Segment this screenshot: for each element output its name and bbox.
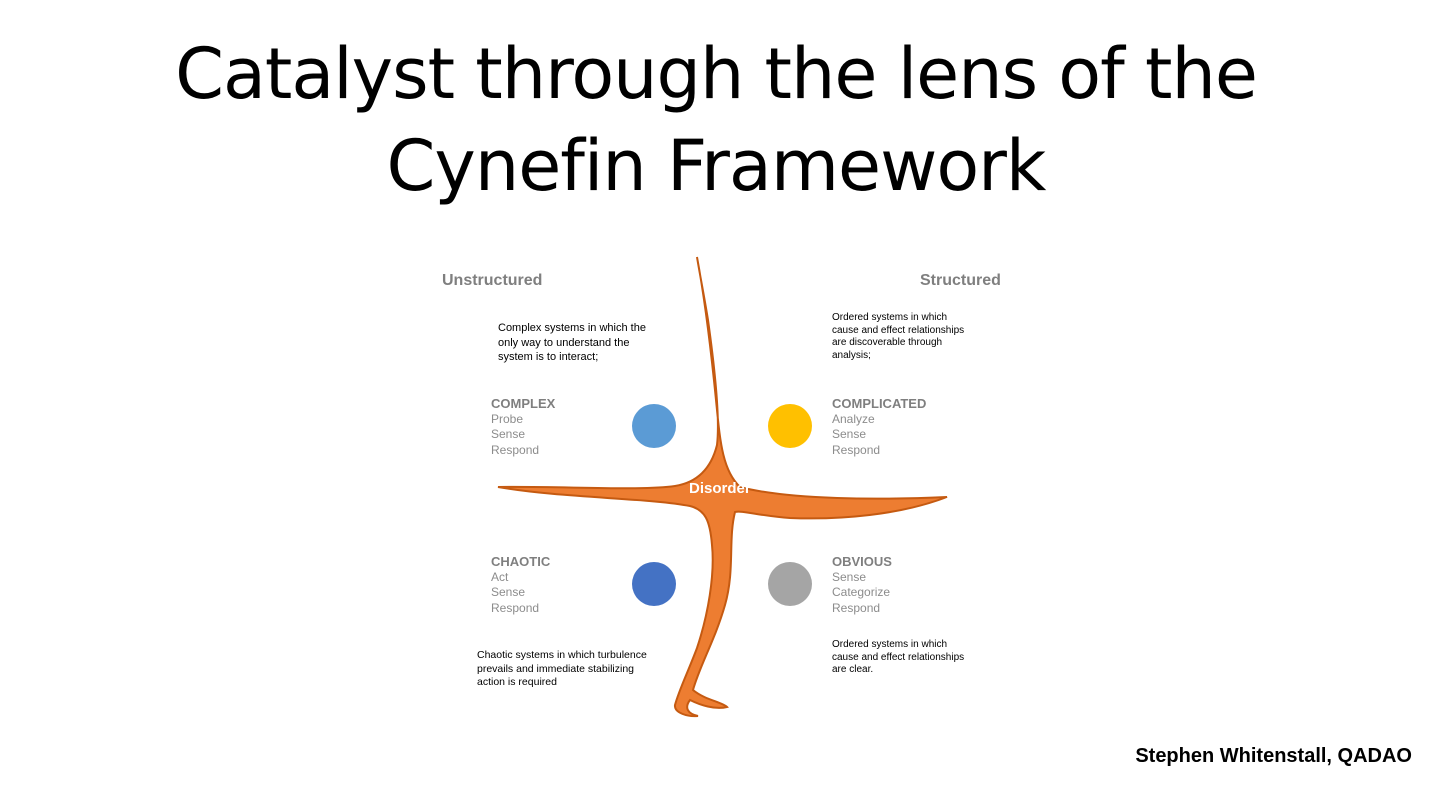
disorder-shape: [497, 256, 948, 718]
obvious-name: OBVIOUS: [832, 554, 892, 569]
disorder-label: Disorder: [689, 480, 751, 497]
obvious-step-2: Categorize: [832, 585, 891, 599]
obvious-step-3: Respond: [832, 600, 881, 615]
complex-dot: [632, 404, 676, 448]
author-credit: Stephen Whitenstall, QADAO: [1135, 745, 1412, 767]
chaotic-description: Chaotic systems in which turbulence prev…: [477, 649, 647, 688]
complicated-name: COMPLICATED: [832, 396, 927, 411]
title-line-1: Catalyst through the lens of the: [175, 33, 1258, 115]
complicated-step-2: Sense: [832, 427, 867, 441]
title-line-2: Cynefin Framework: [386, 125, 1047, 207]
obvious-step-1: Sense: [832, 569, 867, 584]
chaotic-name: CHAOTIC: [491, 554, 551, 569]
chaotic-dot: [632, 562, 676, 606]
complex-name: COMPLEX: [491, 396, 556, 411]
chaotic-step-3: Respond: [491, 600, 540, 615]
obvious-domain: OBVIOUS Sense Categorize Respond: [832, 554, 892, 616]
complex-step-3: Respond: [491, 442, 540, 457]
obvious-dot: [768, 562, 812, 606]
complex-domain: COMPLEX Probe Sense Respond: [491, 396, 555, 458]
complex-step-1: Probe: [491, 411, 524, 426]
chaotic-step-2: Sense: [491, 585, 526, 599]
slide-title: Catalyst through the lens of the Cynefin…: [0, 28, 1432, 212]
chaotic-step-1: Act: [491, 569, 509, 584]
complicated-dot: [768, 404, 812, 448]
complex-step-2: Sense: [491, 427, 526, 441]
axis-label-structured: Structured: [920, 272, 1001, 289]
chaotic-domain: CHAOTIC Act Sense Respond: [491, 554, 550, 616]
complex-description: Complex systems in which the only way to…: [498, 322, 646, 363]
complicated-step-1: Analyze: [832, 411, 875, 426]
complicated-domain: COMPLICATED Analyze Sense Respond: [832, 396, 926, 458]
complicated-step-3: Respond: [832, 442, 881, 457]
complicated-description: Ordered systems in which cause and effec…: [832, 312, 965, 362]
axis-label-unstructured: Unstructured: [442, 272, 543, 289]
obvious-description: Ordered systems in which cause and effec…: [832, 639, 965, 676]
